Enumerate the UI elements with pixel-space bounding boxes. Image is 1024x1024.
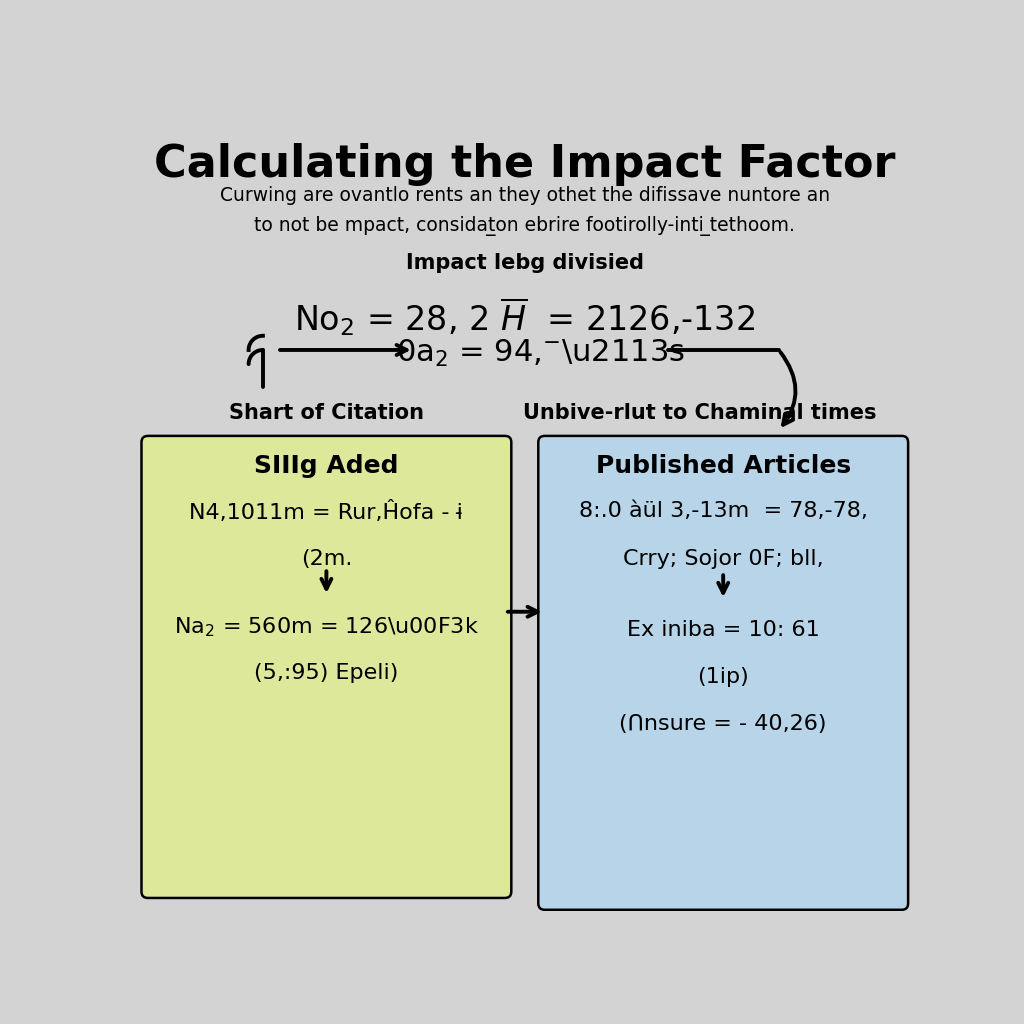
Text: (1ip): (1ip) [697, 667, 750, 687]
Text: Ex iniba = 10: 61: Ex iniba = 10: 61 [627, 620, 819, 640]
FancyBboxPatch shape [539, 436, 908, 909]
Text: SIIIg Aded: SIIIg Aded [254, 454, 398, 478]
Text: Crry; Sojor 0F; bll,: Crry; Sojor 0F; bll, [623, 549, 823, 568]
Text: (2m.: (2m. [301, 549, 352, 568]
Text: N4,1011m = Rur,Ĥofa - i̵: N4,1011m = Rur,Ĥofa - i̵ [189, 502, 463, 523]
Text: 0a$_2$ = 94,$^{\mathsf{-}}$\u2113s: 0a$_2$ = 94,$^{\mathsf{-}}$\u2113s [396, 338, 685, 369]
Text: Na$_2$ = 560m = 126\u00F3k: Na$_2$ = 560m = 126\u00F3k [174, 615, 479, 639]
Text: Published Articles: Published Articles [596, 454, 851, 478]
Text: Unbive-rlut to Chaminal times: Unbive-rlut to Chaminal times [522, 402, 877, 423]
Text: Impact lebg divisied: Impact lebg divisied [406, 253, 644, 273]
Text: Curwing are ovantlo rents an they othet the difissave nuntore an: Curwing are ovantlo rents an they othet … [220, 186, 829, 205]
Text: Calculating the Impact Factor: Calculating the Impact Factor [154, 142, 896, 185]
Text: Shart of Citation: Shart of Citation [229, 402, 424, 423]
Text: to not be mpact, considat̲on ebrire footirolly-inti ̲tethoom.: to not be mpact, considat̲on ebrire foot… [254, 216, 796, 236]
Text: (Ոnsure = - 40,26): (Ոnsure = - 40,26) [620, 715, 827, 734]
Text: 8:.0 àül 3,-13m  = 78,-78,: 8:.0 àül 3,-13m = 78,-78, [579, 502, 867, 521]
Text: No$_2$ = 28, 2 $\overline{H}$  = 2126,-132: No$_2$ = 28, 2 $\overline{H}$ = 2126,-13… [294, 295, 756, 338]
FancyBboxPatch shape [141, 436, 511, 898]
Text: (5,:95) Epeli): (5,:95) Epeli) [254, 663, 398, 683]
